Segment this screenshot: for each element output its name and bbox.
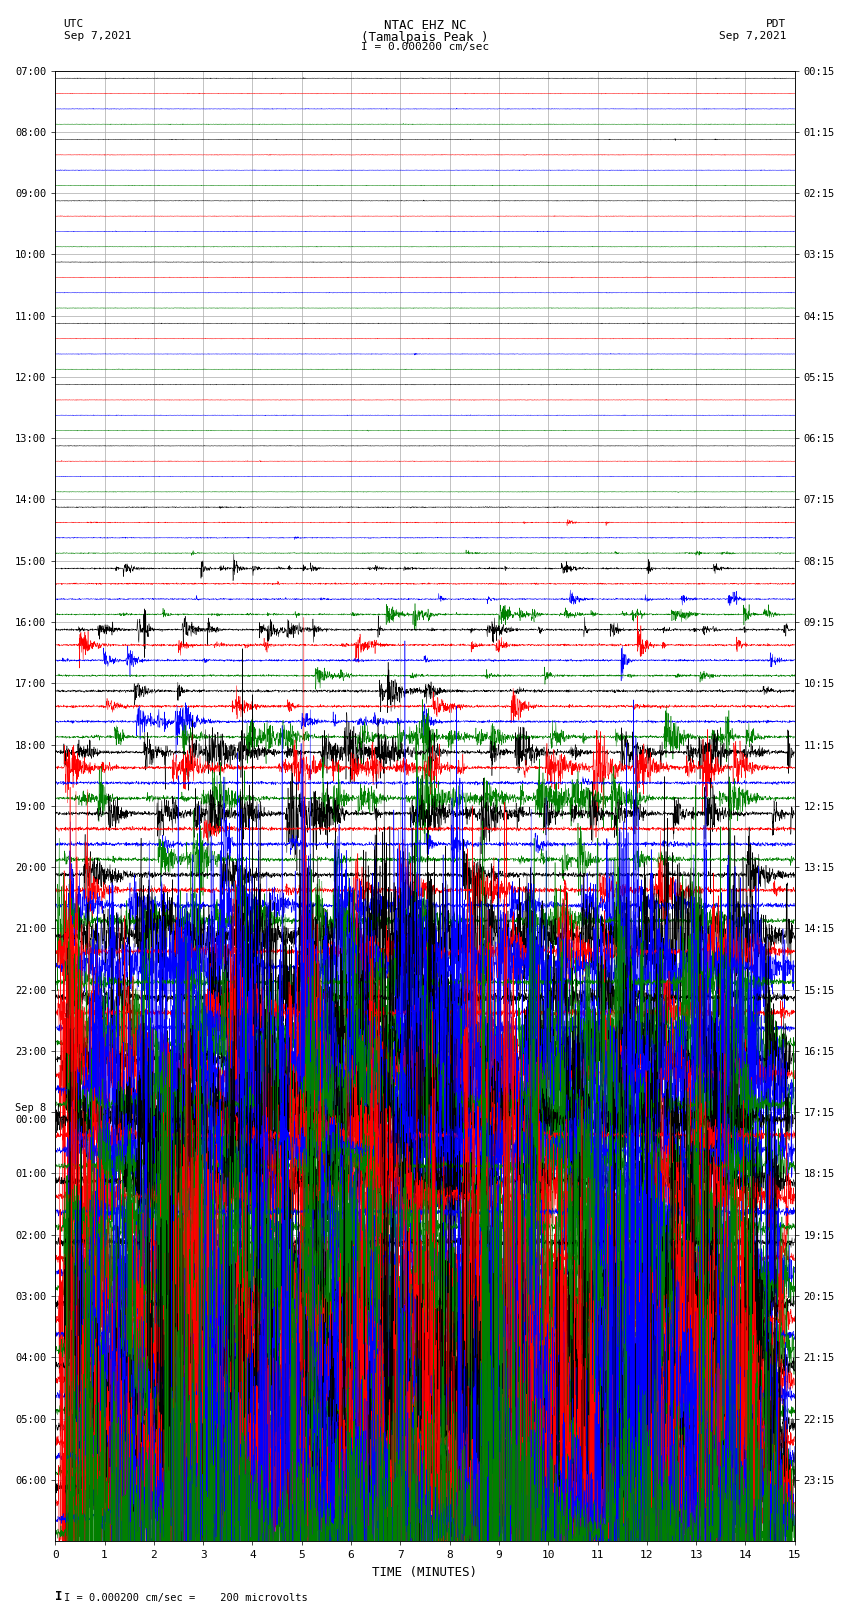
- Text: I = 0.000200 cm/sec: I = 0.000200 cm/sec: [361, 42, 489, 52]
- X-axis label: TIME (MINUTES): TIME (MINUTES): [372, 1566, 478, 1579]
- Text: (Tamalpais Peak ): (Tamalpais Peak ): [361, 31, 489, 44]
- Text: Sep 7,2021: Sep 7,2021: [64, 31, 131, 40]
- Text: UTC: UTC: [64, 19, 84, 29]
- Text: NTAC EHZ NC: NTAC EHZ NC: [383, 19, 467, 32]
- Text: I: I: [55, 1590, 63, 1603]
- Text: I = 0.000200 cm/sec =    200 microvolts: I = 0.000200 cm/sec = 200 microvolts: [64, 1594, 308, 1603]
- Text: Sep 7,2021: Sep 7,2021: [719, 31, 786, 40]
- Text: PDT: PDT: [766, 19, 786, 29]
